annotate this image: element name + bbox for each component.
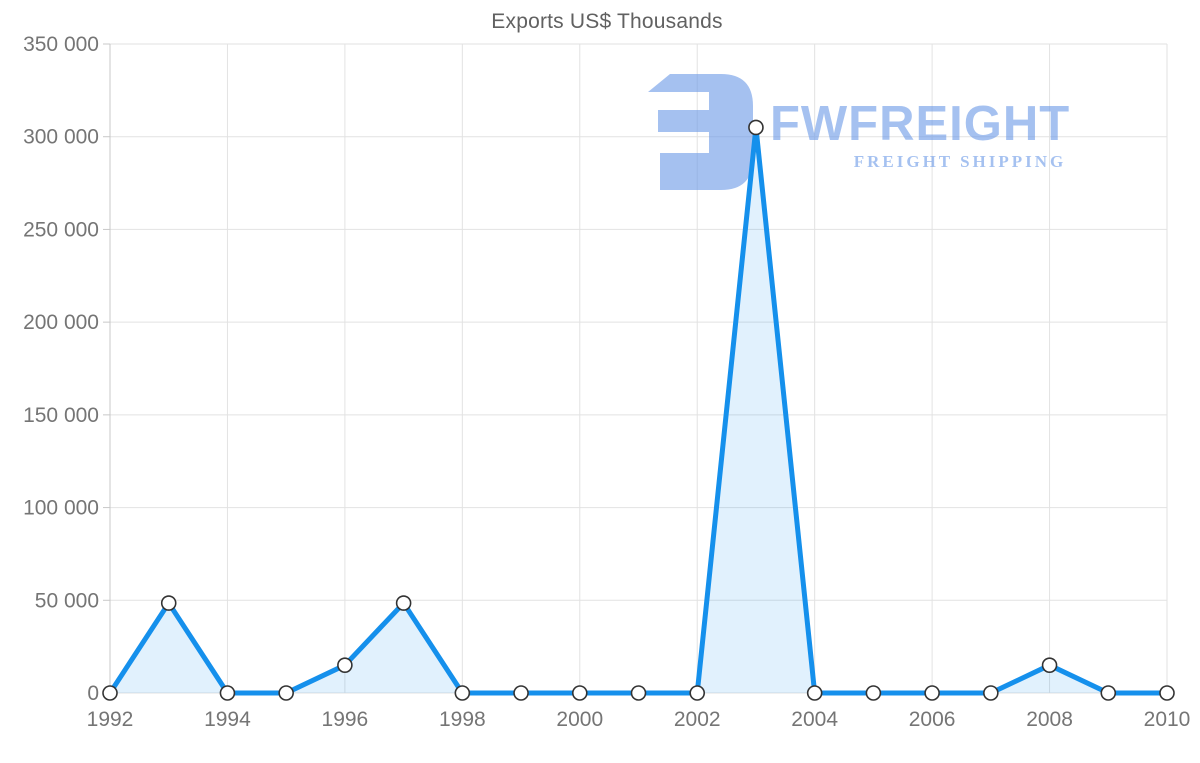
series-line [107, 124, 1170, 696]
y-tick-label: 350 000 [23, 33, 99, 56]
data-point-marker [160, 595, 177, 611]
y-tick-label: 150 000 [23, 404, 99, 427]
data-point-marker [395, 595, 412, 611]
data-point-marker [689, 685, 706, 701]
y-tick-label: 0 [87, 682, 99, 705]
data-point-marker [806, 685, 823, 701]
data-point-marker [571, 685, 588, 701]
x-tick-label: 2006 [909, 708, 956, 731]
series-area [110, 127, 1167, 693]
data-point-marker [1100, 685, 1117, 701]
data-point-marker [102, 685, 118, 701]
data-point-marker [983, 685, 999, 701]
y-tick-label: 50 000 [35, 589, 99, 612]
data-point-marker [219, 685, 236, 701]
chart-title: Exports US$ Thousands [491, 10, 723, 33]
data-point-marker [513, 685, 529, 701]
data-point-marker [1041, 657, 1058, 673]
x-tick-label: 1996 [322, 708, 369, 731]
x-tick-label: 2008 [1026, 708, 1073, 731]
data-point-marker [278, 685, 294, 701]
y-tick-label: 250 000 [23, 218, 99, 241]
y-tick-label: 100 000 [23, 497, 99, 520]
y-tick-label: 300 000 [23, 126, 99, 149]
x-tick-label: 2002 [674, 708, 721, 731]
x-tick-label: 1994 [204, 708, 251, 731]
y-tick-label: 200 000 [23, 311, 99, 334]
data-point-marker [865, 685, 882, 701]
data-point-marker [748, 119, 764, 136]
x-tick-label: 2004 [791, 708, 838, 731]
data-point-marker [630, 685, 647, 701]
x-tick-label: 1998 [439, 708, 486, 731]
data-point-marker [924, 685, 940, 701]
data-point-marker [1159, 685, 1175, 701]
x-tick-label: 2000 [556, 708, 603, 731]
x-tick-label: 1992 [87, 708, 134, 731]
x-tick-label: 2010 [1144, 708, 1191, 731]
data-point-marker [337, 657, 353, 673]
data-point-marker [454, 685, 471, 701]
